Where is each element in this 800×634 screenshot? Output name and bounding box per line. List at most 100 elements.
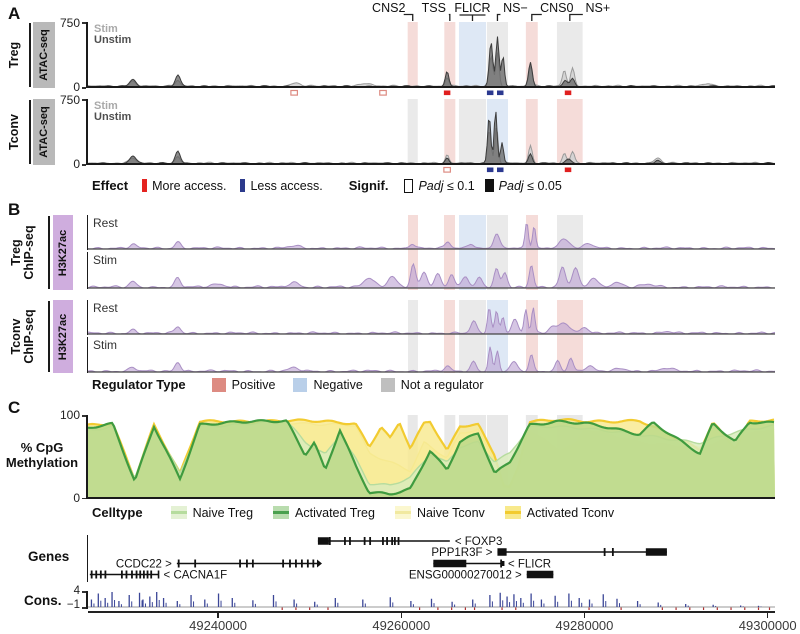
signal-area <box>88 224 775 249</box>
genes-axis <box>87 535 89 582</box>
assay-box-atac-tconv: ATAC-seq <box>33 99 55 165</box>
group-label-treg-chip: Treg ChIP-seq <box>9 225 36 280</box>
exon <box>312 559 315 568</box>
exon <box>369 537 372 545</box>
y-axis <box>86 99 88 165</box>
exon <box>363 537 366 545</box>
x-tick-label: 49300000 <box>738 618 797 633</box>
exon <box>131 570 133 579</box>
x-tick <box>767 612 769 618</box>
exon <box>246 559 248 568</box>
regulator-legend: Regulator Type Positive Negative Not a r… <box>92 377 483 392</box>
signal-area <box>88 52 775 87</box>
mark-box-h3k27ac-treg: H3K27ac <box>53 215 73 290</box>
row-bracket <box>29 23 31 87</box>
meth-area-activated-treg <box>88 420 775 498</box>
region-band-TSS <box>444 99 456 165</box>
signal-line <box>88 36 775 88</box>
panel-c-letter: C <box>8 398 21 417</box>
row-label-tconv: Tconv <box>7 114 21 150</box>
effect-legend-title: Effect <box>92 178 129 193</box>
y-axis <box>87 252 89 289</box>
exon <box>391 537 394 545</box>
region-band-TSS <box>444 215 456 290</box>
gene-end-bracket <box>157 570 160 579</box>
region-label-TSS: TSS <box>421 1 446 15</box>
padj-filled-box <box>484 179 494 192</box>
diff-mark-more <box>564 167 572 173</box>
atac-tconv-diff-marks <box>443 166 572 173</box>
exon <box>382 537 384 545</box>
region-band-NS− <box>486 215 508 290</box>
y-max: 100 <box>59 408 80 422</box>
gene-thick-exon <box>433 559 467 568</box>
row-bracket <box>48 216 50 289</box>
exon <box>95 570 98 579</box>
positive-swatch <box>211 377 226 392</box>
celltype-legend: Celltype Naive Treg Activated Treg Naive… <box>92 505 614 520</box>
exon <box>142 570 145 579</box>
naive-tconv-swatch <box>394 506 411 519</box>
signal-line <box>88 262 775 289</box>
region-label-CNS0: CNS0 <box>540 1 574 15</box>
region-band-CNS0 <box>525 215 538 290</box>
gene-label-PPP1R3F: PPP1R3F > <box>431 547 492 559</box>
region-band-CNS2 <box>407 22 418 88</box>
naive-treg-label: Naive Treg <box>192 505 254 520</box>
histone-mark-label: H3K27ac <box>57 229 70 276</box>
signal-line <box>88 346 775 373</box>
axis-tick <box>82 415 86 417</box>
y-axis <box>86 591 88 609</box>
signal-area <box>88 36 775 87</box>
gene-CCDC22: CCDC22 > <box>116 559 322 571</box>
diff-mark-more <box>443 166 451 173</box>
activated-treg-label: Activated Treg <box>295 505 375 520</box>
exon <box>306 559 309 568</box>
celltype-legend-title: Celltype <box>92 505 143 520</box>
conservation-track <box>88 592 775 610</box>
x-tick <box>583 612 586 618</box>
exon <box>500 559 503 568</box>
region-band-FLICR <box>458 215 486 290</box>
atac-treg-track <box>88 22 775 88</box>
gene-thick-exon <box>317 537 329 545</box>
region-band-CNS0 <box>525 300 538 373</box>
padj-005-label: Padj ≤ 0.05 <box>498 178 562 193</box>
axis-tick <box>82 22 86 24</box>
region-connector-NS+ <box>569 13 583 21</box>
stim-legend: Stim <box>94 100 118 112</box>
row-bracket <box>48 301 50 372</box>
axis-tick <box>82 87 86 89</box>
exon <box>125 570 128 579</box>
y-max: 750 <box>59 93 80 107</box>
y-axis <box>86 22 88 88</box>
y-min: 0 <box>73 491 80 505</box>
unstim-legend: Unstim <box>94 111 132 123</box>
exon <box>386 537 388 545</box>
axis-tick <box>82 497 86 499</box>
activated-treg-swatch <box>273 506 290 519</box>
genes-section-label: Genes <box>28 549 70 564</box>
activated-tconv-label: Activated Tconv <box>526 505 615 520</box>
gene-PPP1R3F: PPP1R3F > <box>431 547 667 559</box>
region-band-CNS2 <box>407 300 418 373</box>
assay-label: ATAC-seq <box>38 106 51 158</box>
region-annotation-connectors <box>403 13 583 21</box>
histone-mark-label: H3K27ac <box>57 313 70 360</box>
y-min: 0 <box>73 157 80 171</box>
naive-treg-swatch <box>170 506 187 519</box>
gene-label-CACNA1F: < CACNA1F <box>164 570 228 582</box>
exon <box>251 559 254 568</box>
diff-mark-more <box>290 89 298 96</box>
diff-mark-more <box>443 90 451 96</box>
gene-FOXP3: < FOXP3 <box>317 536 502 548</box>
chip-treg-rest-track <box>88 223 775 250</box>
panel-b-letter: B <box>8 200 21 219</box>
naive-tconv-label: Naive Tconv <box>416 505 485 520</box>
signal-line <box>88 307 775 335</box>
region-band-CNS0 <box>525 22 538 88</box>
exon <box>300 559 303 568</box>
exon <box>289 559 291 568</box>
signal-line <box>88 127 775 165</box>
